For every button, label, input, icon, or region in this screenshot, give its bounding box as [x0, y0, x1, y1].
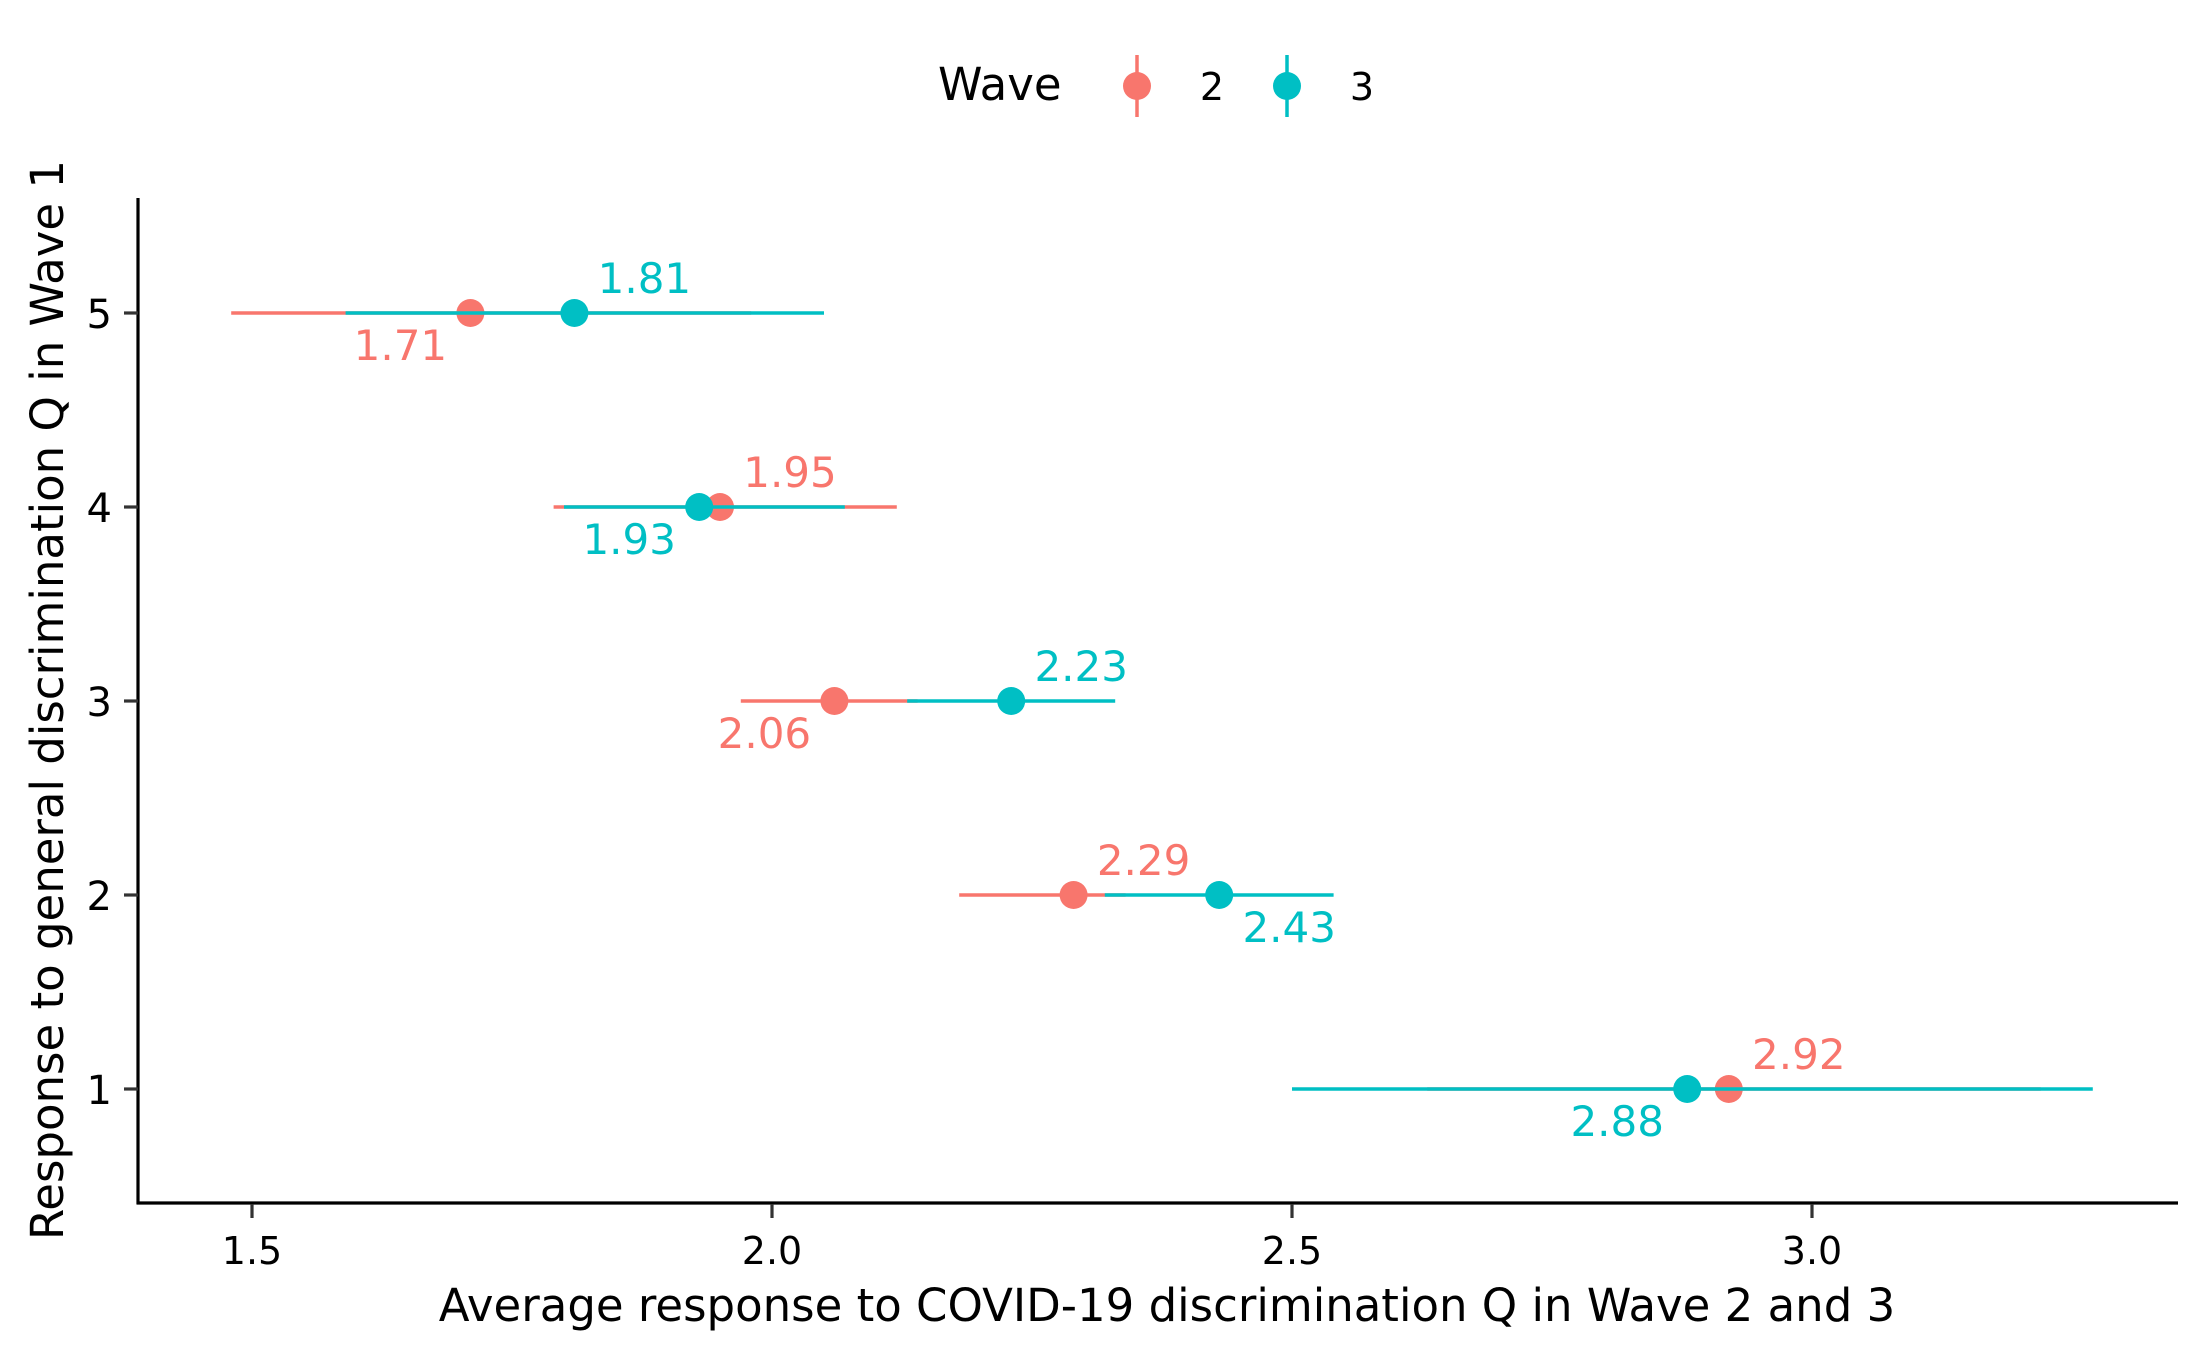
data-label: 1.81 [598, 254, 692, 303]
data-label: 2.92 [1752, 1030, 1846, 1079]
y-tick-label: 2 [87, 874, 112, 920]
x-tick-label: 1.5 [222, 1229, 282, 1273]
legend-entry-label: 3 [1350, 65, 1374, 109]
x-tick-label: 2.0 [742, 1229, 802, 1273]
legend-key-wave-3: 3 [1273, 55, 1374, 117]
y-tick-label: 5 [87, 292, 112, 338]
y-axis-label: Response to general discrimination Q in … [21, 160, 74, 1240]
legend-key-wave-2: 2 [1123, 55, 1224, 117]
data-point [560, 299, 589, 327]
axes-layer: 1.5 2.0 2.5 3.0 1 2 3 4 5 [87, 198, 2178, 1273]
x-axis-label: Average response to COVID-19 discriminat… [439, 1279, 1895, 1332]
x-tick-label: 2.5 [1262, 1229, 1322, 1273]
series-wave-2: 1.71 1.95 2.06 2.29 2.92 [231, 299, 2041, 1103]
data-label: 2.43 [1242, 903, 1336, 952]
data-point [820, 687, 849, 715]
data-label: 2.29 [1097, 836, 1191, 885]
legend-title: Wave [938, 58, 1062, 111]
legend-entry-label: 2 [1200, 65, 1224, 109]
x-tick-label: 3.0 [1782, 1229, 1842, 1273]
data-label: 1.71 [354, 321, 448, 370]
data-label: 1.95 [743, 448, 837, 497]
data-point [1673, 1075, 1702, 1103]
y-tick-label: 3 [87, 680, 112, 726]
legend-point-glyph [1273, 72, 1301, 100]
data-point [1059, 881, 1088, 909]
y-tick-label: 1 [87, 1068, 112, 1114]
data-label: 2.23 [1034, 642, 1128, 691]
data-label: 2.06 [718, 709, 812, 758]
legend-point-glyph [1123, 72, 1151, 100]
series-wave-3: 1.81 1.93 2.23 2.43 2.88 [345, 254, 2093, 1146]
legend: Wave 2 3 [938, 55, 1374, 117]
y-tick-label: 4 [87, 486, 112, 532]
data-point [997, 687, 1026, 715]
data-label: 2.88 [1570, 1097, 1664, 1146]
series-layer: 1.71 1.95 2.06 2.29 2.92 1.81 1.93 2.23 2.43 2.88 [231, 254, 2093, 1146]
data-point [1205, 881, 1234, 909]
data-point [685, 493, 714, 521]
data-label: 1.93 [582, 515, 676, 564]
